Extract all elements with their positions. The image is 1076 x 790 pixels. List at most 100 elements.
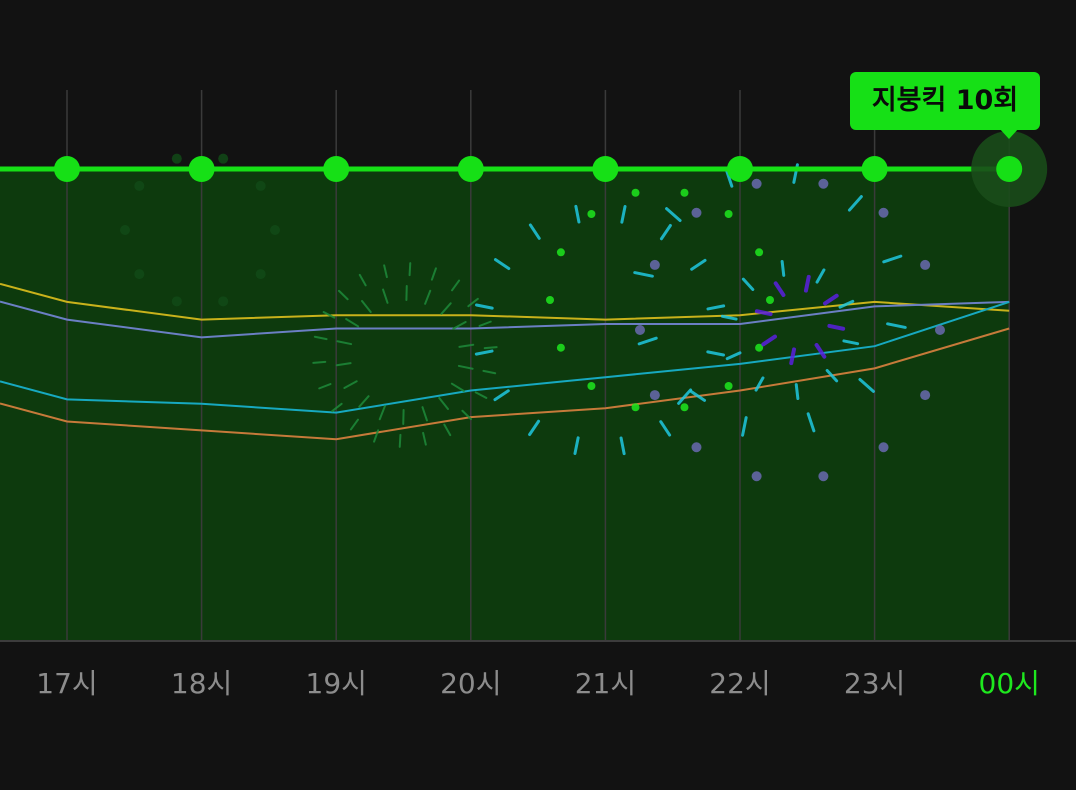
firework-spark [706, 304, 726, 311]
firework-spark [706, 350, 725, 357]
firework-spark [794, 383, 800, 401]
data-point[interactable] [457, 156, 484, 182]
firework-spark [474, 391, 488, 399]
firework-dot [635, 325, 645, 335]
firework-spark [452, 321, 467, 330]
firework-spark [724, 167, 734, 188]
firework-spark [528, 419, 541, 437]
firework-spark [528, 223, 541, 240]
firework-spark [358, 273, 367, 287]
firework-spark [440, 302, 452, 315]
firework-dot [766, 296, 774, 304]
firework-dot [724, 382, 733, 391]
firework-spark [842, 339, 860, 346]
firework-spark [482, 369, 497, 375]
x-tick-label: 19시 [306, 667, 367, 700]
firework-spark [458, 343, 475, 348]
firework-spark [361, 300, 372, 313]
firework-dot [270, 225, 280, 235]
firework-dot [556, 248, 565, 257]
x-tick-label: 18시 [171, 667, 232, 700]
series-line [0, 282, 1010, 321]
firework-spark [493, 389, 510, 402]
firework-spark [573, 436, 580, 455]
data-point[interactable] [592, 156, 619, 182]
firework-spark [725, 351, 742, 361]
firework-dot [818, 471, 829, 482]
firework-spark [322, 311, 336, 319]
firework-spark [457, 364, 474, 370]
firework-dot [935, 325, 945, 335]
firework-spark [378, 405, 386, 421]
firework-spark [398, 433, 402, 448]
firework-dot [546, 296, 554, 304]
data-point[interactable] [727, 156, 753, 182]
firework-spark [349, 418, 359, 431]
firework-spark [574, 204, 581, 224]
firework-spark [689, 389, 707, 402]
data-point[interactable] [188, 156, 215, 182]
firework-spark [408, 262, 412, 277]
firework-spark [690, 258, 707, 271]
data-point[interactable] [861, 156, 888, 182]
firework-dot [631, 188, 640, 197]
firework-spark [773, 281, 786, 297]
firework-spark [438, 397, 449, 410]
firework-spark [882, 254, 903, 264]
firework-spark [318, 383, 332, 390]
series-area [0, 169, 1010, 641]
firework-spark [422, 431, 427, 446]
x-tick-label: 23시 [844, 667, 905, 700]
firework-spark [338, 289, 349, 301]
firework-dot [218, 296, 229, 307]
value-tooltip: 지붕킥 10회 [850, 72, 1040, 130]
firework-spark [677, 388, 693, 405]
firework-spark [858, 377, 875, 393]
x-tick-label: 00시 [979, 667, 1040, 700]
firework-spark [383, 264, 388, 279]
firework-spark [825, 369, 839, 383]
firework-spark [823, 293, 839, 306]
data-point[interactable] [54, 156, 80, 182]
firework-spark [478, 320, 492, 327]
firework-spark [789, 347, 797, 366]
firework-spark [827, 323, 846, 331]
firework-dot [724, 209, 733, 218]
firework-dot [120, 225, 130, 235]
firework-spark [803, 274, 811, 293]
tooltip-arrow [999, 128, 1019, 139]
firework-dot [649, 259, 660, 270]
firework-spark [720, 314, 738, 321]
firework-dot [134, 180, 145, 191]
firework-spark [814, 343, 827, 359]
firework-spark [313, 335, 328, 341]
firework-dot [171, 153, 182, 164]
firework-spark [493, 258, 511, 271]
firework-spark [754, 376, 765, 392]
firework-spark [761, 334, 777, 347]
firework-spark [430, 267, 437, 281]
firework-spark [331, 402, 343, 413]
firework-dot [818, 178, 829, 189]
firework-dot [171, 296, 182, 307]
firework-spark [461, 409, 472, 421]
firework-dot [649, 390, 660, 401]
firework-dot [920, 390, 931, 401]
firework-spark [335, 362, 352, 367]
series-line [0, 300, 1010, 339]
firework-dot [751, 471, 762, 482]
firework-dot [587, 382, 596, 391]
firework-dot [255, 180, 266, 191]
firework-dot [587, 209, 596, 218]
data-point[interactable] [323, 156, 350, 182]
firework-spark [451, 279, 461, 292]
firework-spark [619, 436, 626, 456]
firework-spark [467, 297, 479, 308]
firework-dot [920, 259, 931, 270]
x-tick-label: 21시 [575, 667, 636, 700]
firework-spark [665, 207, 682, 223]
firework-dot [691, 207, 702, 218]
data-point[interactable] [996, 156, 1023, 182]
